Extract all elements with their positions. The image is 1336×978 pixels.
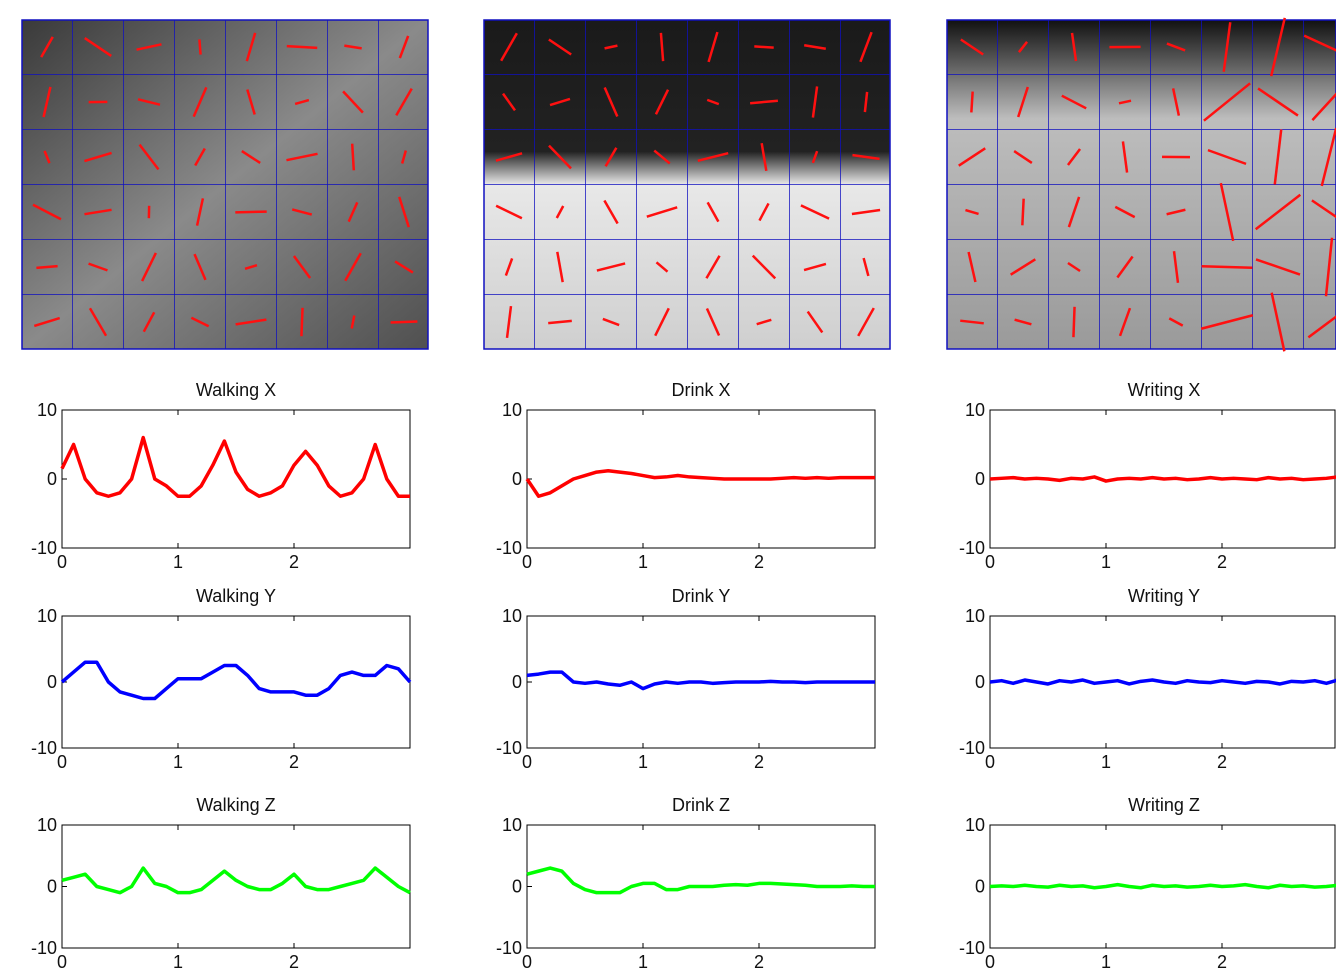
- x-tick-label: 0: [985, 952, 995, 972]
- plot-frame: [62, 616, 410, 748]
- x-tick-label: 0: [57, 552, 67, 572]
- x-tick-label: 0: [522, 752, 532, 772]
- y-tick-label: 0: [975, 672, 985, 692]
- x-tick-label: 2: [754, 752, 764, 772]
- y-tick-label: 10: [37, 400, 57, 420]
- page: {"chart_data": [ {"type": "line", "title…: [0, 0, 1336, 978]
- y-tick-label: 10: [965, 606, 985, 626]
- x-tick-label: 2: [289, 552, 299, 572]
- x-tick-label: 1: [1101, 752, 1111, 772]
- body: Walking X-10010012Walking Y-10010012Walk…: [0, 0, 1336, 978]
- y-tick-label: 10: [37, 606, 57, 626]
- flow-vector: [971, 92, 972, 113]
- x-tick-label: 0: [522, 552, 532, 572]
- y-tick-label: 0: [975, 877, 985, 897]
- flow-vector: [391, 322, 418, 323]
- chart-title: Drink Y: [672, 586, 731, 606]
- x-tick-label: 2: [1217, 752, 1227, 772]
- x-tick-label: 1: [638, 952, 648, 972]
- x-tick-label: 2: [1217, 952, 1227, 972]
- chart-title: Writing X: [1128, 380, 1201, 400]
- x-tick-label: 0: [522, 952, 532, 972]
- y-tick-label: -10: [959, 938, 985, 958]
- y-tick-label: 0: [512, 469, 522, 489]
- plot-frame: [62, 825, 410, 948]
- x-tick-label: 2: [289, 952, 299, 972]
- data-line: [990, 885, 1336, 888]
- flow-vector: [301, 308, 302, 336]
- plot-frame: [62, 410, 410, 548]
- flow-image: [484, 20, 890, 349]
- y-tick-label: -10: [959, 538, 985, 558]
- x-tick-label: 0: [985, 552, 995, 572]
- y-tick-label: 10: [37, 815, 57, 835]
- y-tick-label: 10: [502, 400, 522, 420]
- chart-title: Walking Z: [196, 795, 275, 815]
- y-tick-label: -10: [496, 738, 522, 758]
- y-tick-label: -10: [496, 938, 522, 958]
- y-tick-label: -10: [31, 938, 57, 958]
- x-tick-label: 1: [173, 752, 183, 772]
- flow-vector: [36, 266, 57, 268]
- x-tick-label: 1: [173, 552, 183, 572]
- y-tick-label: 0: [47, 672, 57, 692]
- y-tick-label: 0: [975, 469, 985, 489]
- y-tick-label: -10: [496, 538, 522, 558]
- chart-title: Walking X: [196, 380, 276, 400]
- y-tick-label: 10: [502, 606, 522, 626]
- x-tick-label: 1: [638, 552, 648, 572]
- chart-title: Drink X: [671, 380, 730, 400]
- figure: Walking X-10010012Walking Y-10010012Walk…: [0, 0, 1336, 973]
- y-tick-label: 0: [512, 672, 522, 692]
- x-tick-label: 0: [985, 752, 995, 772]
- x-tick-label: 2: [754, 552, 764, 572]
- flow-vector: [1022, 199, 1023, 226]
- x-tick-label: 2: [289, 752, 299, 772]
- y-tick-label: 10: [965, 400, 985, 420]
- x-tick-label: 0: [57, 752, 67, 772]
- flow-vector: [235, 212, 266, 213]
- y-tick-label: 10: [502, 815, 522, 835]
- flow-image: [947, 20, 1336, 349]
- x-tick-label: 2: [754, 952, 764, 972]
- flow-image: [22, 20, 428, 349]
- flow-vector: [1202, 266, 1253, 267]
- y-tick-label: 0: [47, 469, 57, 489]
- flow-vector: [754, 46, 773, 47]
- x-tick-label: 1: [1101, 952, 1111, 972]
- y-tick-label: -10: [959, 738, 985, 758]
- flow-vector: [199, 39, 200, 54]
- flow-vector: [352, 144, 354, 171]
- chart-title: Drink Z: [672, 795, 730, 815]
- x-tick-label: 2: [1217, 552, 1227, 572]
- chart-title: Walking Y: [196, 586, 276, 606]
- y-tick-label: 0: [47, 877, 57, 897]
- y-tick-label: 10: [965, 815, 985, 835]
- y-tick-label: -10: [31, 738, 57, 758]
- x-tick-label: 1: [1101, 552, 1111, 572]
- x-tick-label: 0: [57, 952, 67, 972]
- chart-title: Writing Y: [1128, 586, 1200, 606]
- x-tick-label: 1: [638, 752, 648, 772]
- y-tick-label: -10: [31, 538, 57, 558]
- chart-title: Writing Z: [1128, 795, 1200, 815]
- x-tick-label: 1: [173, 952, 183, 972]
- flow-vector: [1073, 307, 1074, 337]
- y-tick-label: 0: [512, 877, 522, 897]
